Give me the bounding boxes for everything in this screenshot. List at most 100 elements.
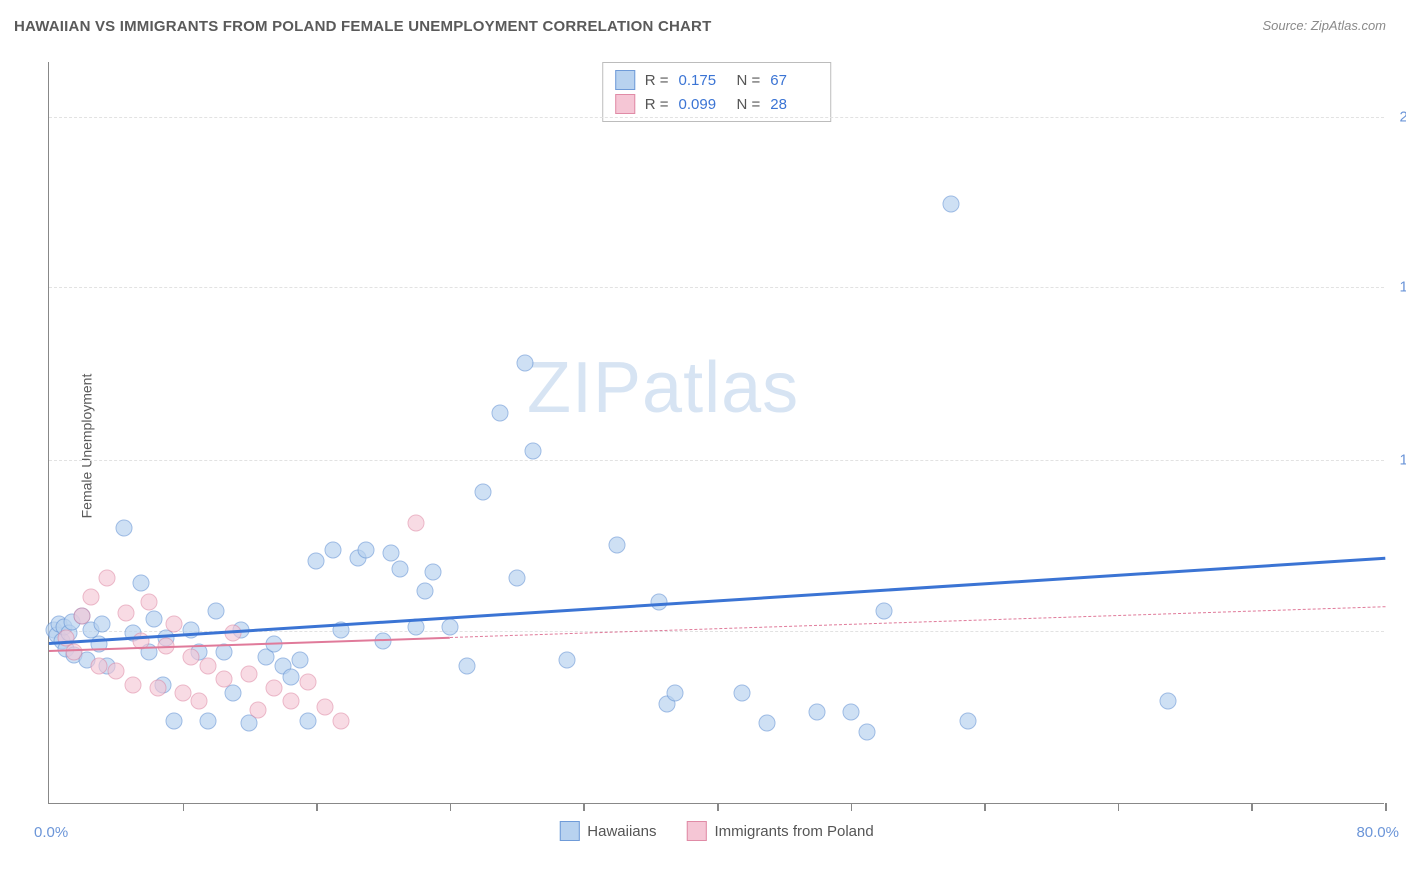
- scatter-point: [91, 657, 108, 674]
- scatter-point: [458, 657, 475, 674]
- scatter-point: [441, 619, 458, 636]
- scatter-point: [734, 685, 751, 702]
- scatter-point: [208, 602, 225, 619]
- scatter-point: [516, 355, 533, 372]
- x-tick: [316, 803, 318, 811]
- scatter-point: [174, 685, 191, 702]
- trendline: [450, 606, 1385, 638]
- scatter-point: [475, 484, 492, 501]
- scatter-point: [333, 712, 350, 729]
- stat-n-label: N =: [737, 96, 761, 113]
- y-tick-label: 12.5%: [1399, 452, 1406, 469]
- legend-swatch-poland: [686, 821, 706, 841]
- bottom-legend-item: Immigrants from Poland: [686, 821, 873, 841]
- scatter-point: [66, 643, 83, 660]
- scatter-point: [94, 616, 111, 633]
- x-tick: [851, 803, 853, 811]
- gridline: [49, 117, 1384, 118]
- gridline: [49, 287, 1384, 288]
- scatter-point: [116, 520, 133, 537]
- scatter-point: [182, 649, 199, 666]
- scatter-point: [859, 723, 876, 740]
- plot-area: ZIPatlas R = 0.175 N = 67 R = 0.099 N = …: [48, 62, 1384, 804]
- scatter-point: [191, 693, 208, 710]
- x-tick: [1385, 803, 1387, 811]
- scatter-point: [324, 542, 341, 559]
- scatter-point: [199, 657, 216, 674]
- legend-swatch-poland: [615, 94, 635, 114]
- x-tick: [984, 803, 986, 811]
- scatter-point: [425, 564, 442, 581]
- x-tick: [1118, 803, 1120, 811]
- scatter-point: [124, 676, 141, 693]
- source-attribution: Source: ZipAtlas.com: [1262, 18, 1386, 33]
- scatter-point: [141, 594, 158, 611]
- stat-r-label: R =: [645, 72, 669, 89]
- scatter-point: [491, 404, 508, 421]
- scatter-point: [358, 542, 375, 559]
- scatter-point: [82, 588, 99, 605]
- scatter-point: [283, 668, 300, 685]
- scatter-point: [525, 443, 542, 460]
- scatter-point: [316, 698, 333, 715]
- scatter-point: [117, 605, 134, 622]
- chart-container: HAWAIIAN VS IMMIGRANTS FROM POLAND FEMAL…: [0, 0, 1406, 892]
- x-axis-min-label: 0.0%: [34, 824, 68, 841]
- scatter-point: [107, 663, 124, 680]
- bottom-legend-label: Immigrants from Poland: [714, 823, 873, 840]
- scatter-point: [291, 652, 308, 669]
- scatter-point: [959, 712, 976, 729]
- stat-n-label: N =: [737, 72, 761, 89]
- scatter-point: [283, 693, 300, 710]
- x-tick: [1251, 803, 1253, 811]
- scatter-point: [166, 712, 183, 729]
- scatter-point: [1159, 693, 1176, 710]
- stat-n-value: 67: [770, 72, 818, 89]
- scatter-point: [74, 608, 91, 625]
- scatter-point: [299, 674, 316, 691]
- x-tick: [583, 803, 585, 811]
- stat-legend-row: R = 0.175 N = 67: [615, 68, 819, 92]
- scatter-point: [391, 561, 408, 578]
- chart-title: HAWAIIAN VS IMMIGRANTS FROM POLAND FEMAL…: [14, 18, 711, 35]
- scatter-point: [876, 602, 893, 619]
- scatter-point: [608, 536, 625, 553]
- scatter-point: [299, 712, 316, 729]
- stat-r-label: R =: [645, 96, 669, 113]
- y-tick-label: 25.0%: [1399, 108, 1406, 125]
- stat-legend-row: R = 0.099 N = 28: [615, 92, 819, 116]
- stat-n-value: 28: [770, 96, 818, 113]
- legend-swatch-hawaiians: [559, 821, 579, 841]
- x-tick: [450, 803, 452, 811]
- scatter-point: [759, 715, 776, 732]
- scatter-point: [667, 685, 684, 702]
- x-tick: [183, 803, 185, 811]
- scatter-point: [383, 544, 400, 561]
- stat-legend: R = 0.175 N = 67 R = 0.099 N = 28: [602, 62, 832, 122]
- scatter-point: [249, 701, 266, 718]
- scatter-point: [809, 704, 826, 721]
- bottom-legend-item: Hawaiians: [559, 821, 656, 841]
- legend-swatch-hawaiians: [615, 70, 635, 90]
- scatter-point: [132, 575, 149, 592]
- scatter-point: [216, 671, 233, 688]
- scatter-point: [942, 195, 959, 212]
- bottom-legend: Hawaiians Immigrants from Poland: [559, 821, 873, 841]
- scatter-point: [199, 712, 216, 729]
- scatter-point: [241, 665, 258, 682]
- bottom-legend-label: Hawaiians: [587, 823, 656, 840]
- stat-r-value: 0.175: [679, 72, 727, 89]
- scatter-point: [558, 652, 575, 669]
- scatter-point: [308, 553, 325, 570]
- watermark: ZIPatlas: [527, 347, 799, 429]
- scatter-point: [508, 569, 525, 586]
- y-tick-label: 18.8%: [1399, 279, 1406, 296]
- scatter-point: [416, 583, 433, 600]
- scatter-point: [266, 679, 283, 696]
- x-axis-max-label: 80.0%: [1356, 824, 1399, 841]
- scatter-point: [166, 616, 183, 633]
- scatter-point: [842, 704, 859, 721]
- stat-r-value: 0.099: [679, 96, 727, 113]
- scatter-point: [146, 610, 163, 627]
- gridline: [49, 460, 1384, 461]
